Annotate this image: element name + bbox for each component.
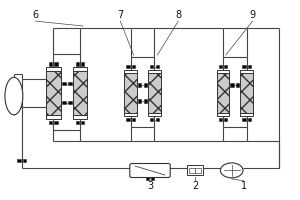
Bar: [240, 70, 253, 73]
Bar: [49, 62, 52, 66]
Bar: [148, 70, 161, 73]
Bar: [73, 67, 87, 71]
Bar: [62, 82, 66, 85]
Bar: [124, 113, 137, 116]
Bar: [68, 101, 71, 104]
Bar: [46, 67, 61, 71]
Bar: [23, 159, 26, 162]
Bar: [132, 65, 135, 68]
Text: 2: 2: [192, 181, 198, 191]
Text: 8: 8: [175, 10, 181, 20]
Bar: [55, 121, 58, 124]
Bar: [46, 71, 61, 115]
Bar: [124, 73, 137, 113]
Bar: [62, 101, 66, 104]
Bar: [73, 71, 87, 115]
Bar: [138, 99, 141, 103]
Bar: [73, 115, 87, 119]
Bar: [224, 65, 227, 68]
Ellipse shape: [5, 77, 23, 115]
Bar: [242, 65, 245, 68]
Bar: [126, 118, 130, 121]
Bar: [187, 165, 202, 175]
Text: 6: 6: [32, 10, 39, 20]
Bar: [242, 118, 245, 121]
Bar: [218, 65, 222, 68]
Bar: [195, 168, 201, 173]
Bar: [138, 83, 141, 87]
Bar: [148, 113, 161, 116]
Text: 3: 3: [147, 181, 153, 191]
Bar: [240, 73, 253, 113]
Bar: [68, 82, 71, 85]
Bar: [189, 168, 195, 173]
Bar: [248, 118, 251, 121]
Bar: [81, 62, 84, 66]
Bar: [217, 70, 229, 73]
Bar: [126, 65, 130, 68]
Bar: [217, 113, 229, 116]
Bar: [224, 118, 227, 121]
FancyBboxPatch shape: [130, 164, 170, 178]
Bar: [240, 113, 253, 116]
Bar: [146, 177, 149, 180]
Bar: [155, 65, 159, 68]
Bar: [150, 118, 153, 121]
Bar: [218, 118, 222, 121]
Text: 7: 7: [117, 10, 123, 20]
Bar: [155, 118, 159, 121]
Circle shape: [220, 163, 243, 178]
Bar: [236, 83, 239, 87]
Bar: [151, 177, 154, 180]
Bar: [150, 65, 153, 68]
Bar: [144, 83, 147, 87]
Bar: [132, 118, 135, 121]
Bar: [248, 65, 251, 68]
Bar: [49, 121, 52, 124]
Bar: [76, 62, 79, 66]
Bar: [230, 83, 233, 87]
Bar: [76, 121, 79, 124]
Bar: [46, 115, 61, 119]
Bar: [81, 121, 84, 124]
Bar: [55, 62, 58, 66]
Bar: [144, 99, 147, 103]
Bar: [148, 73, 161, 113]
Bar: [124, 70, 137, 73]
Text: 1: 1: [241, 181, 247, 191]
Text: 9: 9: [250, 10, 256, 20]
Bar: [217, 73, 229, 113]
Bar: [17, 159, 20, 162]
